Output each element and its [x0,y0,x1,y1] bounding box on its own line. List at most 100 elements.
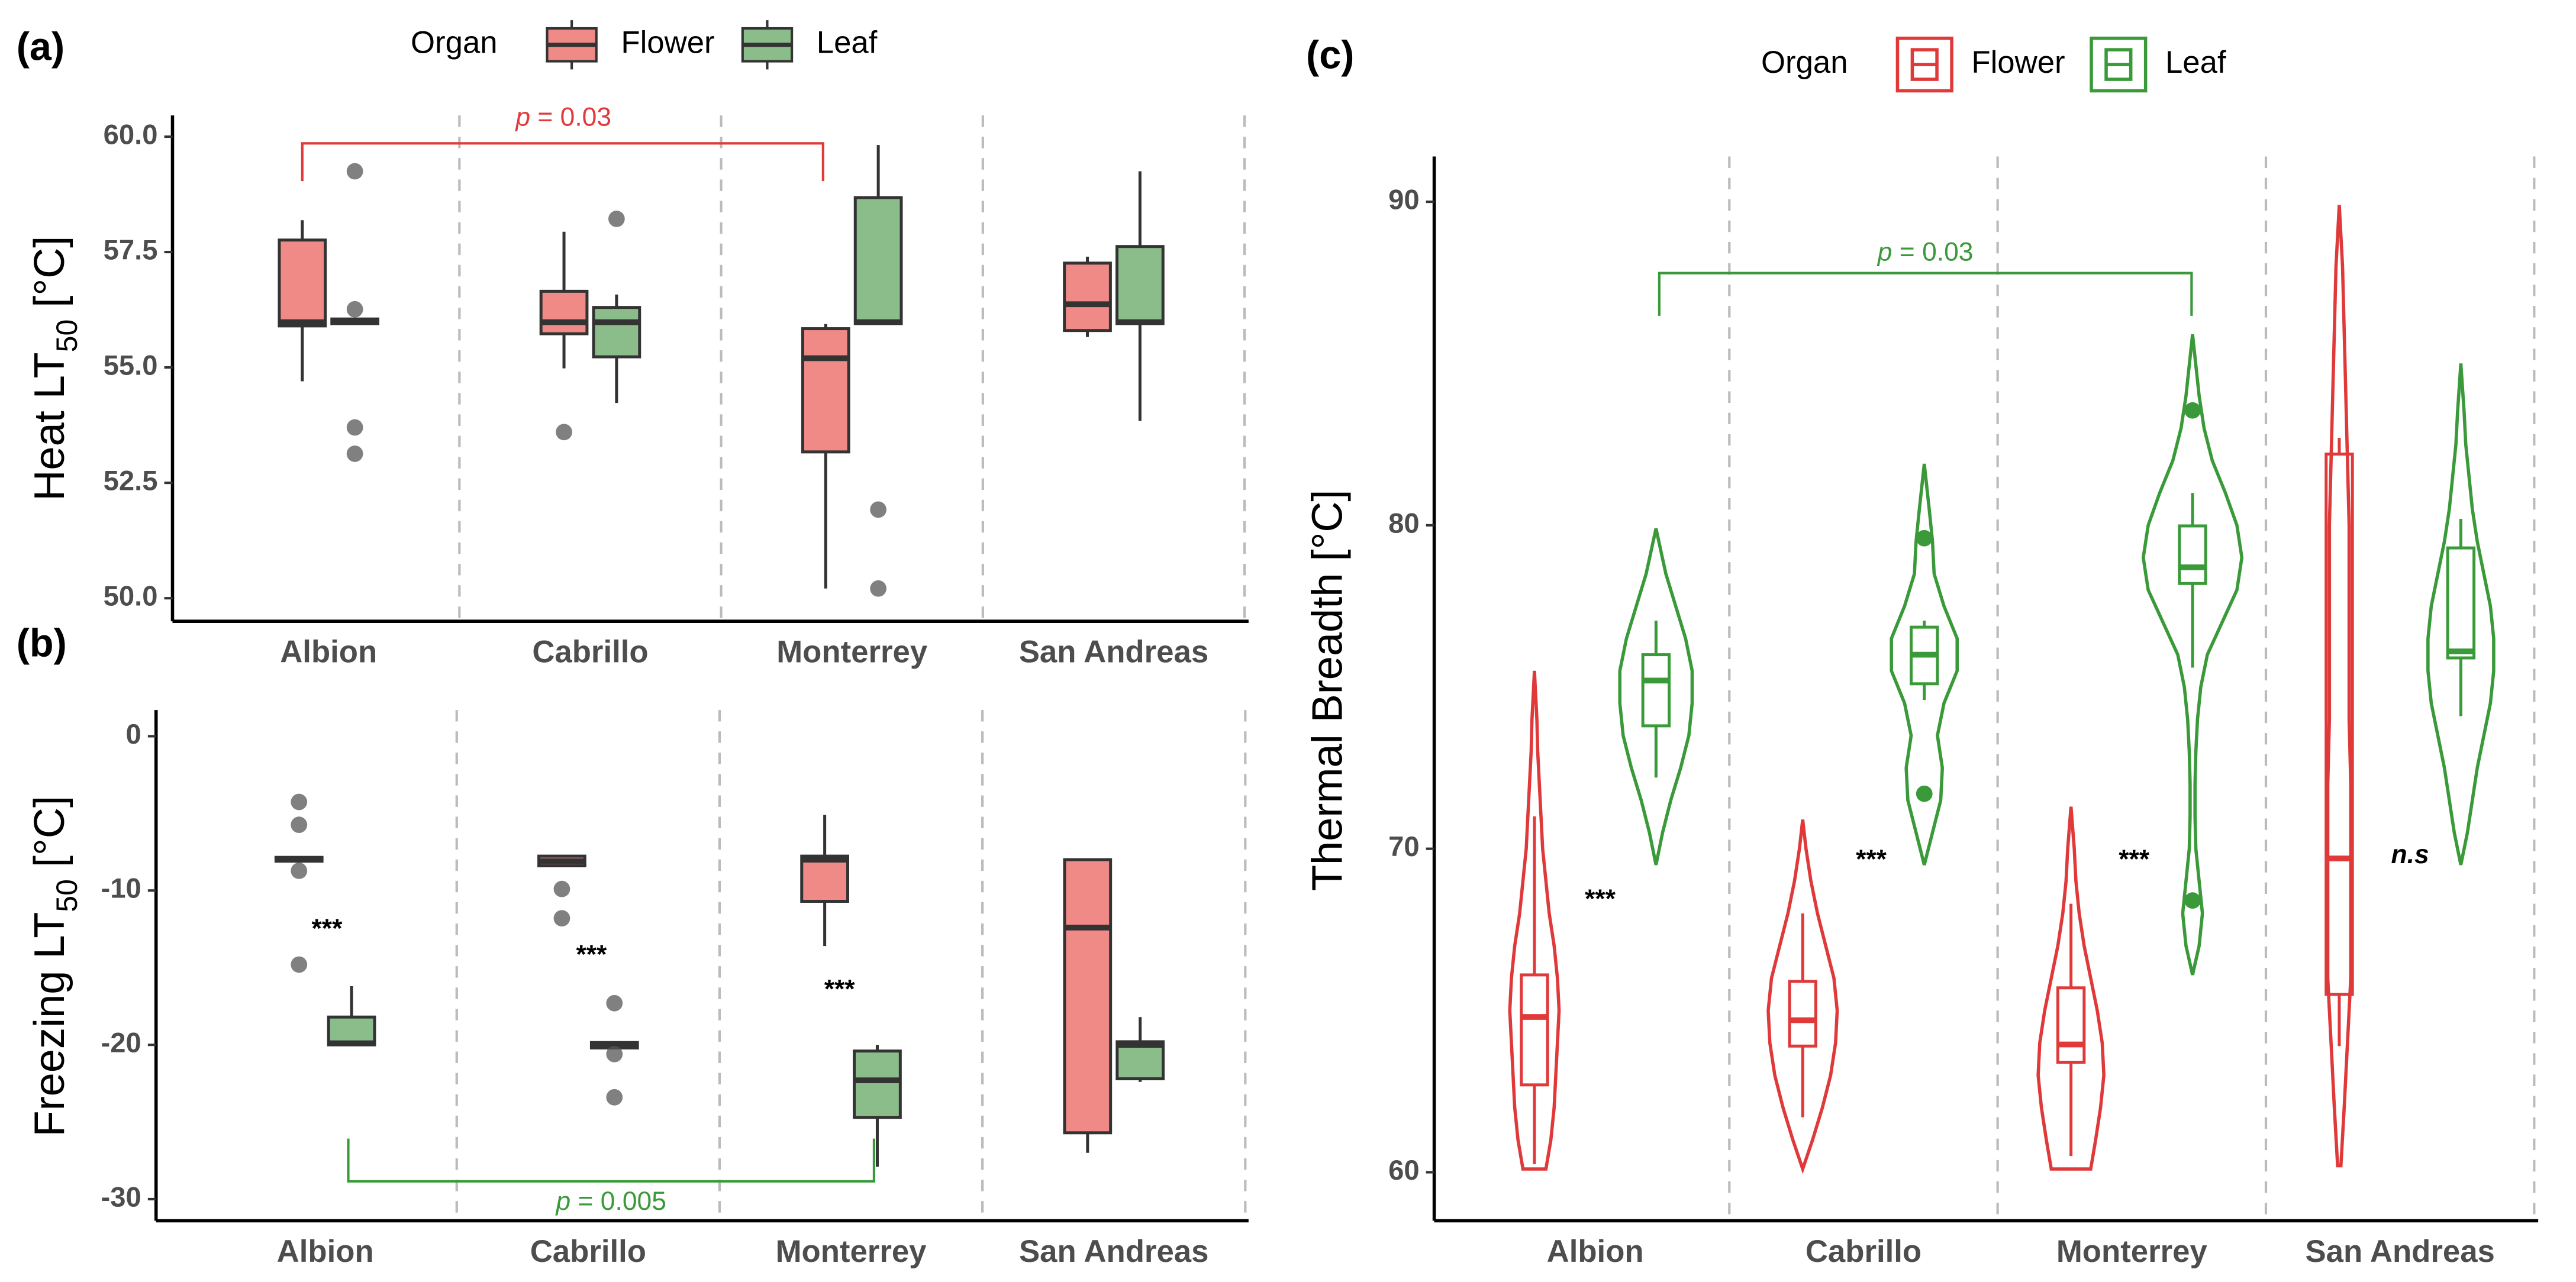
legend-key [2090,36,2148,93]
box [1115,245,1165,325]
x-tick-label: Cabrillo [532,635,648,670]
y-axis-label: Thermal Breadth [°C] [1304,490,1352,892]
y-tick-label: 57.5 [104,235,158,266]
panel-label: (b) [17,621,67,665]
box [853,196,903,325]
box [539,289,589,335]
box [1520,973,1549,1087]
violin [1890,463,1959,866]
outlier [606,994,623,1012]
legend-label: Leaf [817,25,878,60]
panel-label: (a) [17,25,65,69]
violin [1508,670,1561,1171]
legend-title: Organ [411,25,498,60]
box [592,306,641,359]
x-tick-label: Cabrillo [1806,1234,1921,1269]
legend-title: Organ [1761,45,1848,80]
x-tick-label: Albion [280,635,377,670]
y-tick-label: 70 [1388,831,1420,863]
violin [2426,363,2496,866]
y-tick-label: 60 [1388,1155,1420,1186]
annotation: p = 0.03 [514,102,611,131]
significance: *** [824,975,856,1004]
y-axis-label-part: Heat LT [26,352,73,500]
legend-label: Flower [621,25,714,60]
outlier [870,580,887,597]
box [2178,524,2207,585]
y-axis-label-part: Thermal Breadth [°C] [1304,490,1352,892]
significance: n.s [2391,840,2429,869]
panel-label: (c) [1306,34,1354,77]
box [1788,980,1817,1048]
annotation: p = 0.03 [1877,237,1974,266]
annotation-italic: p [555,1187,571,1216]
bracket [301,142,824,182]
annotation-text: = 0.03 [1892,237,1973,266]
box [2446,546,2476,660]
legend-label: Leaf [2165,45,2226,80]
y-axis-label-part: [°C] [26,796,73,879]
y-tick-label: 50.0 [104,581,158,612]
y-axis-label-part: [°C] [26,236,73,319]
y-tick-label: 80 [1388,508,1420,539]
y-tick-label: -10 [101,873,141,905]
x-tick-label: San Andreas [1019,635,1208,670]
outlier [1916,785,1933,802]
y-axis-label-part: 50 [50,879,83,912]
y-tick-label: 55.0 [104,350,158,382]
y-tick-label: -30 [101,1181,141,1213]
box [2056,986,2086,1064]
outlier [870,501,887,518]
y-axis-label-part: 50 [50,319,83,353]
violin [1766,819,1839,1174]
outlier [2184,402,2201,419]
x-tick-label: Albion [1547,1234,1644,1269]
box [1641,653,1671,728]
annotation-text: = 0.03 [530,102,611,131]
x-tick-label: Albion [277,1234,374,1269]
box [1063,858,1113,1135]
box [853,1050,902,1119]
bracket [347,1138,875,1183]
y-tick-label: 52.5 [104,466,158,497]
annotation-italic: p [514,102,530,131]
outlier [346,163,363,180]
annotation-italic: p [1877,237,1892,266]
outlier [346,301,363,318]
violin [2326,205,2353,1168]
outlier [291,793,308,810]
outlier [291,816,308,834]
y-tick-label: 0 [125,719,141,750]
violin [2141,334,2244,976]
annotation: p = 0.005 [555,1187,666,1216]
y-axis-label-part: Freezing LT [26,912,73,1137]
box [1115,1040,1165,1081]
outlier [553,910,570,927]
significance: *** [2119,845,2150,874]
outlier [556,424,572,441]
violin [1618,528,1694,866]
y-tick-label: 90 [1388,185,1420,216]
x-tick-label: Monterrey [776,635,928,670]
x-tick-label: Monterrey [2056,1234,2208,1269]
y-axis-label: Heat LT50 [°C] [26,236,83,501]
y-tick-label: -20 [101,1028,141,1059]
outlier [553,880,570,897]
x-tick-label: San Andreas [1019,1234,1208,1269]
legend-label: Flower [1971,45,2065,80]
significance: *** [1856,845,1887,874]
outlier [608,211,625,227]
box [801,327,850,454]
outlier [291,863,308,879]
box [278,238,327,328]
violin [2036,806,2106,1171]
y-tick-label: 60.0 [104,119,158,150]
box [327,1015,376,1047]
significance: *** [576,940,607,969]
box [1063,261,1112,332]
significance: *** [312,914,343,943]
outlier [291,956,308,973]
box [2324,453,2354,996]
outlier [606,1089,623,1106]
